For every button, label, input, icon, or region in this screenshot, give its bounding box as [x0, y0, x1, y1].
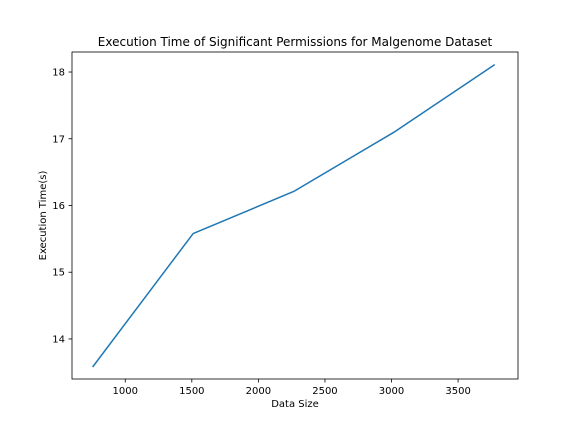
x-tick-label: 3500 — [445, 386, 470, 397]
y-tick-label: 14 — [52, 334, 65, 345]
y-tick-label: 17 — [52, 134, 65, 145]
y-tick-label: 18 — [52, 68, 65, 79]
x-axis-label: Data Size — [271, 399, 319, 410]
x-tick-label: 2000 — [246, 386, 271, 397]
x-tick-label: 2500 — [312, 386, 337, 397]
plot-frame — [71, 51, 519, 380]
series-line — [92, 64, 496, 368]
chart-title: Execution Time of Significant Permission… — [98, 35, 493, 49]
x-tick-label: 3000 — [379, 386, 404, 397]
y-axis: 14 15 16 17 18 — [52, 68, 72, 345]
y-tick-label: 15 — [52, 268, 65, 279]
x-axis: 1000 1500 2000 2500 3000 3500 — [113, 379, 471, 397]
y-tick-label: 16 — [52, 201, 65, 212]
x-tick-label: 1000 — [113, 386, 138, 397]
x-tick-label: 1500 — [179, 386, 204, 397]
y-axis-label: Execution Time(s) — [38, 171, 49, 261]
series-layer — [92, 64, 496, 368]
